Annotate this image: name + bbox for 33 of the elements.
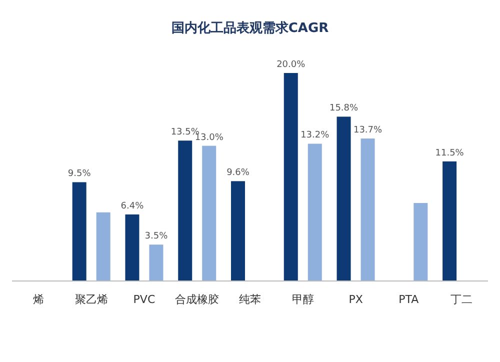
data-label: 13.2% [300, 130, 330, 141]
data-label: 20.0% [276, 60, 306, 70]
data-label: 11.5% [435, 148, 464, 158]
data-label: 15.8% [329, 104, 359, 114]
x-tick-label: PVC [133, 293, 156, 306]
x-tick-label: 纯苯 [239, 293, 261, 306]
bar [360, 138, 375, 281]
x-tick-label: 合成橡胶 [175, 293, 220, 306]
x-tick-label: 丁二 [450, 293, 473, 306]
x-tick-label: 聚乙烯 [74, 293, 108, 306]
data-label: 13.7% [353, 126, 383, 136]
x-tick-label: 甲醇 [292, 293, 314, 306]
data-label: 3.5% [144, 232, 168, 242]
bar [414, 203, 428, 281]
bar [96, 212, 110, 281]
chart-title: 国内化工品表观需求CAGR [171, 20, 329, 36]
data-label: 13.0% [194, 132, 224, 143]
bar [336, 116, 351, 281]
x-tick-label: 烯 [32, 293, 44, 306]
bar [125, 214, 140, 281]
data-label: 9.6% [226, 168, 250, 178]
bar [178, 140, 192, 281]
bar [72, 182, 86, 281]
bar [149, 244, 164, 281]
bar [202, 146, 216, 281]
data-label: 9.5% [68, 169, 92, 180]
bar [284, 73, 298, 281]
data-label: 6.4% [120, 201, 144, 212]
bar [308, 144, 322, 281]
bar [442, 161, 457, 281]
bar [231, 181, 245, 281]
x-tick-label: PTA [398, 293, 420, 306]
x-tick-label: PX [348, 293, 364, 306]
